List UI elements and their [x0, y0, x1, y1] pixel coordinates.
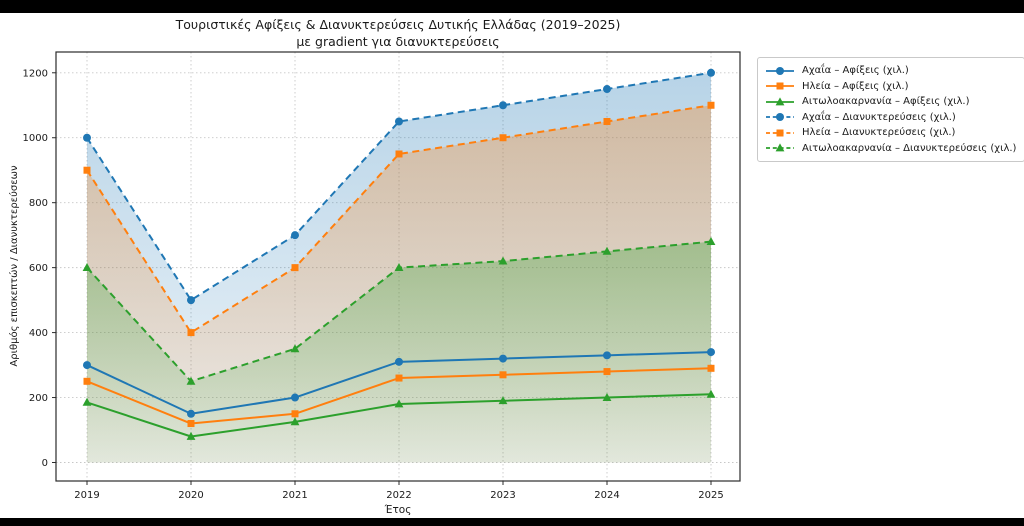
y-axis-label: Αριθμός επισκεπτών / Διανυκτερεύσεων	[8, 165, 20, 367]
legend-item-ileia-nights: Ηλεία – Διανυκτερεύσεις (χιλ.)	[765, 125, 1016, 141]
series-1	[83, 364, 715, 428]
legend-label: Αχαΐα – Αφίξεις (χιλ.)	[802, 65, 909, 77]
y-tick-label: 400	[29, 328, 48, 339]
x-tick-label: 2024	[594, 490, 619, 501]
x-tick-label: 2022	[386, 490, 411, 501]
legend-item-aitoloakarnania-nights: Αιτωλοακαρνανία – Διανυκτερεύσεις (χιλ.)	[765, 141, 1016, 157]
x-tick-label: 2020	[178, 490, 203, 501]
title-block: Τουριστικές Αφίξεις & Διανυκτερεύσεις Δυ…	[176, 16, 621, 50]
legend-key-dashed-circle-icon	[766, 113, 794, 122]
x-axis-label: Έτος	[384, 504, 412, 516]
series-3	[83, 68, 715, 305]
tick-labels: 2019 2020 2021 2022 2023 2024 2025 0 200 400 600 80…	[23, 68, 724, 501]
legend-label: Αιτωλοακαρνανία – Διανυκτερεύσεις (χιλ.)	[802, 142, 1017, 154]
y-tick-label: 800	[29, 198, 48, 209]
series-0	[83, 348, 715, 418]
plot-border	[55, 51, 741, 482]
legend-key-dashed-square-icon	[766, 129, 794, 137]
x-tick-label: 2021	[282, 490, 307, 501]
series-2	[82, 389, 716, 440]
legend-item-ileia-arrivals: Ηλεία – Αφίξεις (χιλ.)	[765, 79, 1016, 95]
letterbox-top	[0, 0, 1024, 13]
legend-item-achaia-nights: Αχαΐα – Διανυκτερεύσεις (χιλ.)	[765, 110, 1016, 126]
y-tick-label: 1200	[23, 68, 48, 79]
chart-figure: Έτος Αριθμός επισκεπτών / Διανυκτερεύσεω…	[0, 13, 1024, 518]
y-tick-label: 600	[29, 263, 48, 274]
legend: Αχαΐα – Αφίξεις (χιλ.) Ηλεία – Αφίξεις (…	[757, 57, 1024, 162]
x-tick-label: 2025	[698, 490, 723, 501]
y-tick-label: 0	[42, 458, 48, 469]
area-fill-5	[87, 241, 711, 463]
legend-label: Ηλεία – Αφίξεις (χιλ.)	[802, 80, 909, 92]
legend-key-line-square-icon	[766, 82, 794, 90]
letterbox-bottom	[0, 518, 1024, 526]
y-tick-label: 1000	[23, 133, 48, 144]
x-tick-label: 2023	[490, 490, 515, 501]
plot-area: Έτος Αριθμός επισκεπτών / Διανυκτερεύσεω…	[8, 51, 741, 516]
y-tick-label: 200	[29, 393, 48, 404]
legend-item-aitoloakarnania-arrivals: Αιτωλοακαρνανία – Αφίξεις (χιλ.)	[765, 94, 1016, 110]
legend-label: Ηλεία – Διανυκτερεύσεις (χιλ.)	[802, 127, 956, 139]
chart-subtitle: με gradient για διανυκτερεύσεις	[296, 34, 500, 49]
legend-label: Αχαΐα – Διανυκτερεύσεις (χιλ.)	[802, 111, 956, 123]
tick-marks	[52, 72, 712, 485]
legend-key-line-circle-icon	[766, 66, 794, 75]
x-tick-label: 2019	[74, 490, 99, 501]
legend-key-dashed-triangle-icon	[766, 143, 794, 152]
legend-item-achaia-arrivals: Αχαΐα – Αφίξεις (χιλ.)	[765, 63, 1016, 79]
series-5	[82, 237, 716, 385]
series-4	[83, 101, 715, 337]
legend-label: Αιτωλοακαρνανία – Αφίξεις (χιλ.)	[802, 96, 970, 108]
legend-key-line-triangle-icon	[766, 97, 794, 106]
chart-title: Τουριστικές Αφίξεις & Διανυκτερεύσεις Δυ…	[175, 17, 621, 32]
